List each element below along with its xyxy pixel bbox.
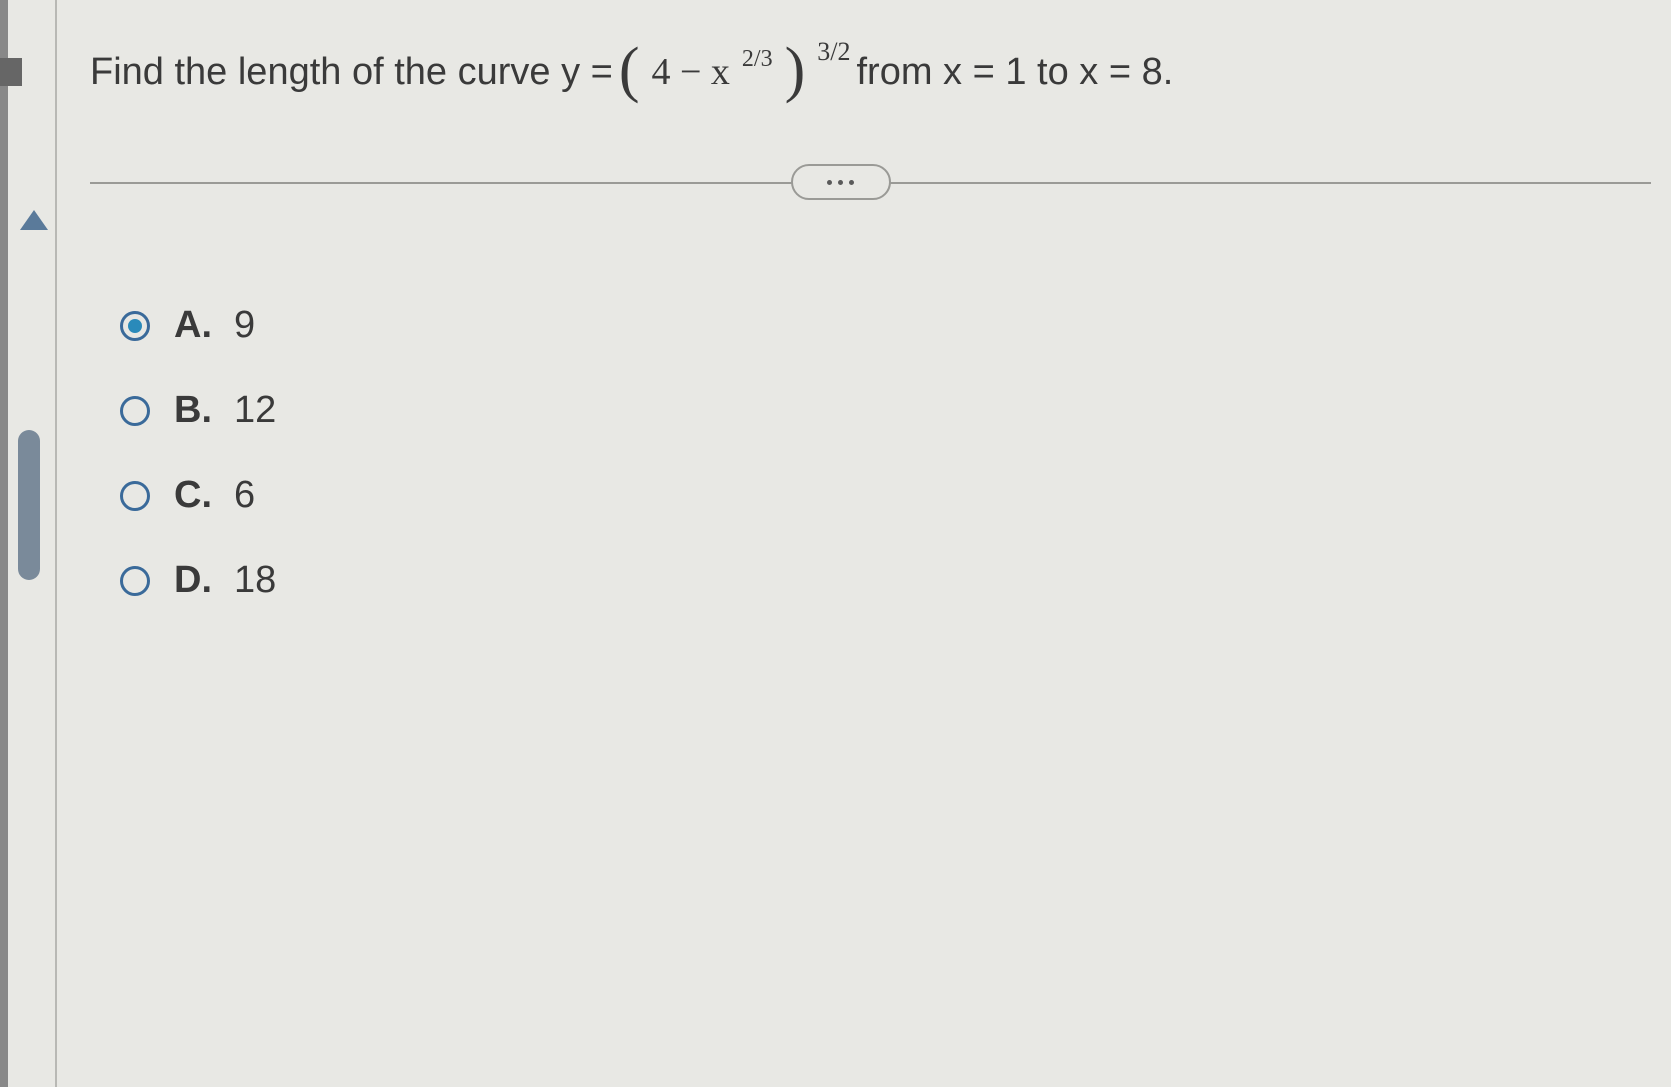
question-suffix: from x = 1 to x = 8. bbox=[856, 51, 1173, 94]
expr-outer-exponent: 3/2 bbox=[817, 37, 850, 67]
question-content: Find the length of the curve y = ( 4 − x… bbox=[90, 40, 1651, 644]
option-row-d[interactable]: D.18 bbox=[120, 559, 1651, 602]
divider-row bbox=[90, 164, 1651, 204]
scroll-up-arrow-icon[interactable] bbox=[20, 210, 48, 230]
content-divider-vertical bbox=[55, 0, 57, 1087]
option-row-c[interactable]: C.6 bbox=[120, 474, 1651, 517]
radio-button[interactable] bbox=[120, 311, 150, 341]
scroll-thumb[interactable] bbox=[18, 430, 40, 580]
option-value: 6 bbox=[234, 474, 255, 517]
option-row-a[interactable]: A.9 bbox=[120, 304, 1651, 347]
option-value: 12 bbox=[234, 389, 276, 432]
option-row-b[interactable]: B.12 bbox=[120, 389, 1651, 432]
right-paren: ) bbox=[785, 46, 806, 96]
dot-icon bbox=[838, 180, 843, 185]
option-letter: A. bbox=[174, 304, 234, 347]
left-paren: ( bbox=[619, 46, 640, 96]
expr-inner-left: 4 − x bbox=[651, 50, 729, 94]
dot-icon bbox=[827, 180, 832, 185]
question-text: Find the length of the curve y = ( 4 − x… bbox=[90, 40, 1651, 94]
window-left-edge bbox=[0, 0, 8, 1087]
expand-pill-button[interactable] bbox=[791, 164, 891, 200]
radio-button[interactable] bbox=[120, 566, 150, 596]
radio-button[interactable] bbox=[120, 481, 150, 511]
radio-button[interactable] bbox=[120, 396, 150, 426]
option-value: 18 bbox=[234, 559, 276, 602]
option-letter: C. bbox=[174, 474, 234, 517]
option-letter: B. bbox=[174, 389, 234, 432]
option-value: 9 bbox=[234, 304, 255, 347]
question-prefix: Find the length of the curve y = bbox=[90, 51, 613, 94]
expr-inner-exponent: 2/3 bbox=[742, 46, 773, 73]
options-list: A.9B.12C.6D.18 bbox=[120, 304, 1651, 602]
left-tab-mark bbox=[0, 58, 22, 86]
dot-icon bbox=[849, 180, 854, 185]
option-letter: D. bbox=[174, 559, 234, 602]
